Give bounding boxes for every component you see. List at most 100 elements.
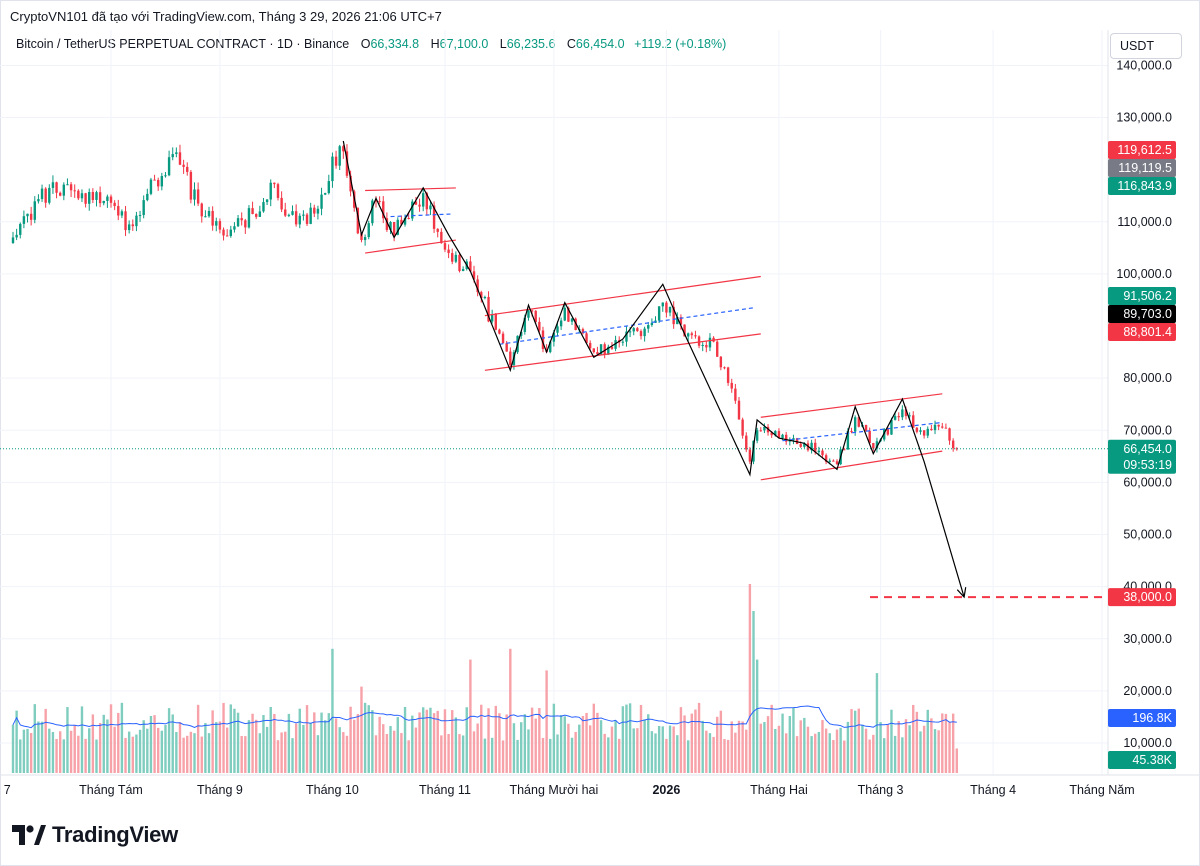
volume-bar	[792, 707, 795, 773]
candle-body	[244, 220, 247, 228]
volume-bar	[527, 729, 530, 773]
candle-body	[501, 333, 505, 344]
volume-bar	[610, 726, 614, 773]
volume-bar	[618, 738, 621, 773]
volume-bar	[120, 702, 124, 773]
volume-bar	[683, 715, 686, 773]
volume-bar	[480, 704, 483, 773]
volume-bar	[196, 704, 200, 773]
volume-bar	[240, 735, 243, 773]
volume-bar	[175, 731, 178, 773]
brand[interactable]: TradingView	[12, 822, 178, 848]
candle-body	[207, 210, 211, 217]
volume-bar	[799, 720, 802, 773]
candle-body	[665, 302, 668, 313]
candle-body	[109, 196, 113, 203]
price-tick-label: 110,000.0	[1117, 215, 1172, 229]
volume-bar	[784, 733, 788, 773]
volume-bar	[451, 710, 454, 773]
price-tag-box	[1108, 141, 1176, 159]
volume-bar	[215, 722, 218, 773]
candle-body	[298, 215, 301, 225]
volume-bar	[726, 739, 730, 773]
volume-bar	[944, 713, 948, 773]
volume-bar	[29, 732, 33, 773]
volume-bar	[774, 729, 777, 773]
volume-bar	[225, 727, 229, 773]
candle-body	[302, 214, 305, 216]
volume-bar	[632, 728, 635, 773]
price-tick-label: 30,000.0	[1123, 632, 1172, 646]
volume-bar	[11, 724, 15, 773]
volume-bar	[385, 733, 389, 773]
volume-bar	[908, 725, 911, 773]
channel-upper-line	[365, 187, 456, 192]
candle-body	[175, 152, 178, 155]
volume-bar	[443, 709, 447, 773]
volume-bar	[84, 738, 87, 773]
candle-body	[425, 193, 429, 210]
volume-bar	[186, 735, 189, 773]
volume-bar	[567, 723, 570, 773]
candle-body	[523, 317, 527, 332]
candle-body	[857, 417, 860, 427]
volume-bar	[846, 721, 850, 773]
price-tag-label: 119,119.5	[1118, 161, 1172, 175]
volume-bar	[411, 715, 414, 773]
volume-bar	[781, 713, 784, 773]
volume-bar	[886, 723, 890, 773]
volume-bar	[389, 726, 392, 773]
price-tag-box	[1108, 287, 1176, 305]
candle-body	[240, 218, 243, 221]
volume-bar	[828, 733, 831, 773]
volume-bar	[367, 705, 370, 773]
volume-bar	[607, 737, 610, 773]
volume-bar	[211, 710, 214, 773]
volume-bar	[472, 731, 476, 773]
volume-bar	[686, 740, 690, 773]
volume-bar	[657, 725, 661, 773]
candle-body	[62, 184, 66, 196]
volume-bar	[378, 716, 381, 773]
candle-body	[258, 211, 262, 217]
volume-bar	[588, 725, 592, 773]
volume-bar	[614, 720, 617, 773]
candle-body	[549, 341, 552, 353]
volume-bar	[287, 713, 291, 773]
volume-bar	[930, 718, 933, 773]
volume-bar	[520, 722, 523, 773]
volume-bar	[117, 712, 120, 773]
volume-bar	[654, 733, 657, 773]
candle-body	[73, 190, 76, 192]
candle-body	[556, 326, 559, 333]
volume-bar	[454, 717, 458, 773]
volume-bar	[26, 728, 29, 773]
candle-body	[309, 207, 312, 224]
candle-body	[313, 207, 316, 214]
symbol-title[interactable]: Bitcoin / TetherUS PERPETUAL CONTRACT · …	[16, 37, 350, 51]
candle-body	[374, 200, 378, 202]
candle-body	[567, 307, 570, 322]
candle-body	[461, 269, 465, 272]
volume-bar	[883, 738, 886, 773]
volume-bar	[603, 733, 606, 773]
candle-body	[919, 430, 922, 432]
volume-bar	[374, 735, 378, 773]
candle-body	[872, 443, 875, 449]
volume-bar	[323, 720, 327, 773]
volume-bar	[476, 723, 479, 773]
candle-body	[164, 175, 167, 177]
volume-bar	[919, 731, 922, 773]
candle-body	[748, 449, 752, 462]
volume-bar	[763, 722, 766, 773]
volume-bar	[581, 716, 585, 773]
volume-bar	[893, 735, 897, 773]
candle-body	[400, 219, 403, 225]
price-tick-label: 80,000.0	[1123, 371, 1172, 385]
candle-body	[701, 344, 704, 346]
high-value: 67,100.0	[439, 37, 489, 51]
candle-body	[643, 328, 646, 337]
currency-button[interactable]: USDT	[1110, 33, 1182, 59]
ohlc-legend: Bitcoin / TetherUS PERPETUAL CONTRACT · …	[16, 37, 726, 51]
